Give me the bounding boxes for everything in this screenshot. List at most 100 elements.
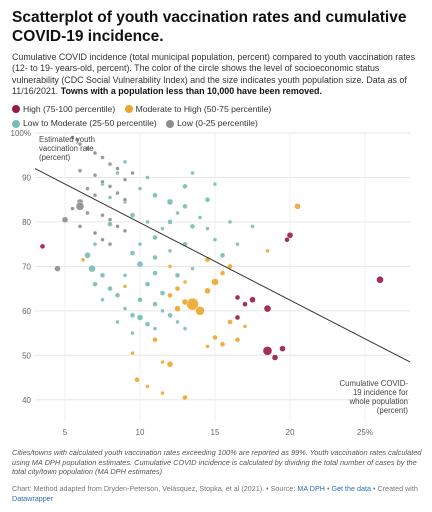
y-tick-label: 60 bbox=[22, 307, 31, 316]
data-point bbox=[152, 234, 158, 241]
data-point bbox=[107, 221, 113, 227]
data-point bbox=[84, 252, 91, 259]
data-point bbox=[115, 170, 120, 176]
data-point bbox=[134, 377, 140, 383]
data-point bbox=[92, 193, 98, 198]
x-axis-label-line: Cumulative COVID- bbox=[340, 379, 409, 388]
data-point bbox=[262, 346, 273, 356]
data-point bbox=[166, 198, 174, 206]
footer-prefix: Chart: Method adapted from Dryden-Peters… bbox=[12, 484, 298, 493]
data-point bbox=[107, 184, 113, 189]
data-point bbox=[204, 196, 211, 203]
data-point bbox=[107, 195, 113, 200]
data-point bbox=[145, 384, 150, 389]
data-point bbox=[205, 344, 210, 349]
x-tick-label: 25% bbox=[357, 428, 373, 437]
data-point bbox=[130, 350, 135, 356]
data-point bbox=[195, 306, 205, 316]
data-point bbox=[182, 394, 188, 401]
data-point bbox=[152, 254, 158, 261]
data-point bbox=[167, 248, 173, 254]
data-point bbox=[204, 287, 211, 295]
data-point bbox=[92, 230, 98, 236]
datawrapper-link[interactable]: Datawrapper bbox=[12, 493, 54, 503]
chart-container: Scatterplot of youth vaccination rates a… bbox=[0, 0, 432, 132]
description-note: Towns with a population less than 10,000… bbox=[60, 86, 322, 97]
legend-swatch-moderate-high bbox=[124, 105, 133, 114]
data-point bbox=[100, 297, 105, 302]
legend-label-low: Low (0-25 percentile) bbox=[177, 118, 258, 129]
data-point bbox=[227, 319, 233, 325]
y-tick-label: 90 bbox=[22, 173, 31, 182]
data-point bbox=[182, 183, 188, 190]
data-point bbox=[167, 219, 173, 225]
data-point bbox=[159, 290, 166, 296]
data-point bbox=[160, 226, 165, 231]
legend: High (75-100 percentile) Moderate to Hig… bbox=[12, 103, 422, 132]
data-point bbox=[129, 250, 136, 256]
data-point bbox=[181, 298, 189, 306]
data-point bbox=[54, 265, 61, 272]
data-point bbox=[99, 272, 106, 278]
data-point bbox=[61, 216, 69, 223]
data-point bbox=[88, 264, 96, 273]
data-point bbox=[174, 285, 181, 292]
data-point bbox=[249, 296, 256, 303]
data-point bbox=[263, 304, 272, 313]
data-point bbox=[219, 252, 226, 258]
data-point bbox=[145, 219, 150, 225]
data-point bbox=[234, 294, 241, 301]
y-axis-label-line: (percent) bbox=[39, 153, 71, 162]
data-point bbox=[122, 228, 128, 234]
data-point bbox=[107, 161, 113, 167]
data-point bbox=[92, 150, 98, 156]
legend-label-moderate-high: Moderate to High (50-75 percentile) bbox=[135, 103, 272, 114]
data-point bbox=[137, 186, 143, 191]
data-point bbox=[190, 266, 195, 271]
chart-notes: Cities/towns with calculated youth vacci… bbox=[12, 448, 422, 477]
data-point bbox=[219, 341, 226, 347]
x-tick-label: 10 bbox=[136, 428, 145, 437]
source-link[interactable]: MA DPH bbox=[297, 484, 325, 493]
x-axis-label-line: 19 incidence for bbox=[353, 388, 408, 397]
chart-title: Scatterplot of youth vaccination rates a… bbox=[12, 9, 407, 45]
footer-created: • Created with bbox=[371, 484, 418, 493]
data-point bbox=[107, 241, 113, 247]
get-data-link[interactable]: Get the data bbox=[331, 484, 372, 493]
legend-swatch-low bbox=[166, 119, 175, 128]
data-point bbox=[376, 276, 384, 284]
x-tick-label: 20 bbox=[286, 428, 295, 437]
data-point bbox=[234, 337, 241, 343]
legend-swatch-high bbox=[12, 105, 20, 114]
data-point bbox=[136, 260, 144, 268]
description-text: Cumulative COVID incidence (total munici… bbox=[12, 52, 416, 97]
data-point bbox=[211, 278, 219, 286]
data-point bbox=[175, 210, 180, 216]
data-point bbox=[137, 297, 143, 303]
data-point bbox=[39, 243, 46, 250]
data-point bbox=[70, 206, 75, 211]
y-axis-label-line: vaccination rate bbox=[39, 144, 94, 153]
data-point bbox=[189, 223, 196, 230]
data-point bbox=[182, 326, 188, 331]
data-point bbox=[242, 324, 248, 329]
y-axis-ticks: 40 50 60 70 80 90 100% bbox=[11, 129, 32, 405]
data-point bbox=[197, 215, 203, 220]
data-point bbox=[80, 257, 86, 262]
y-tick-label: 70 bbox=[22, 262, 31, 271]
data-point bbox=[160, 308, 165, 314]
data-points bbox=[39, 135, 384, 401]
data-point bbox=[167, 292, 173, 298]
y-tick-label: 80 bbox=[22, 218, 31, 227]
data-point bbox=[174, 272, 181, 278]
data-point bbox=[122, 273, 128, 278]
data-point bbox=[70, 135, 75, 140]
data-point bbox=[122, 306, 128, 311]
data-point bbox=[85, 210, 90, 216]
x-axis-label-line: (percent) bbox=[377, 406, 409, 415]
data-point bbox=[145, 175, 150, 180]
data-point bbox=[235, 241, 240, 247]
data-point bbox=[130, 330, 135, 336]
